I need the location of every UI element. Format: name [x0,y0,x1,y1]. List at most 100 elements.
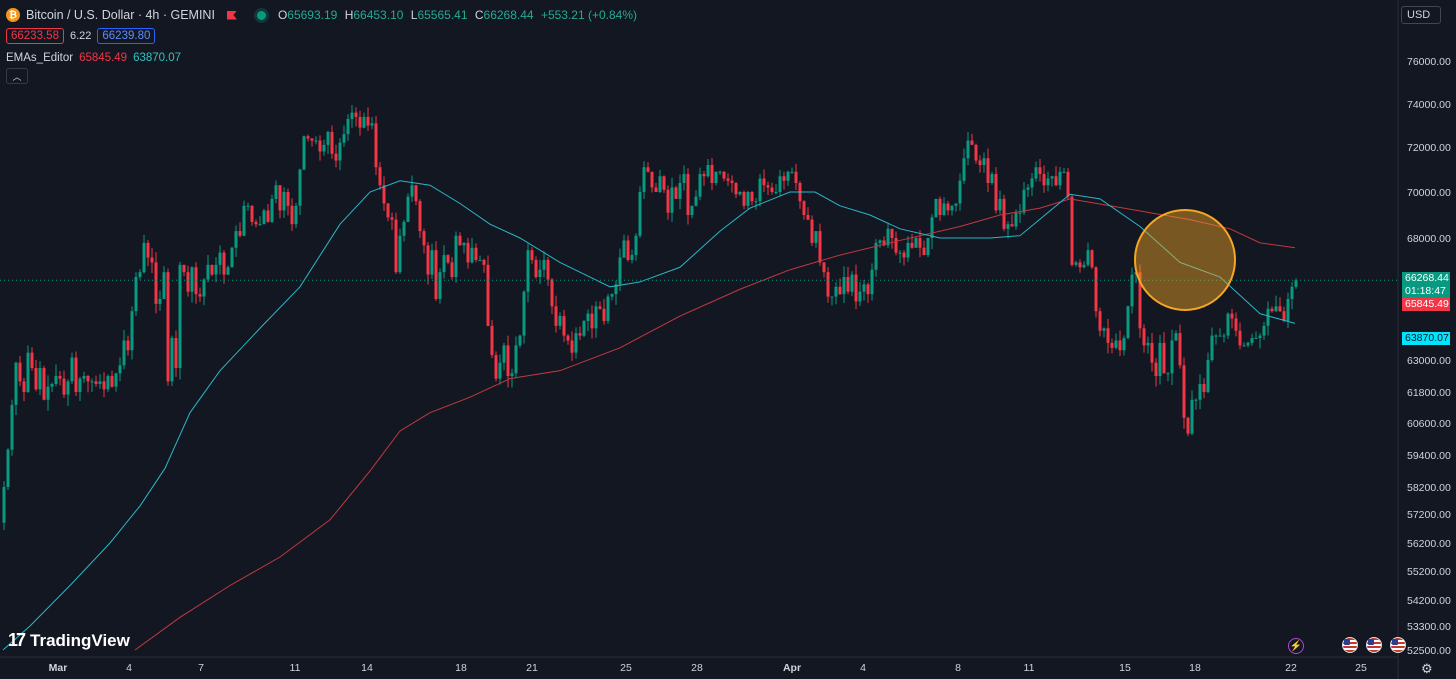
candle-body [530,250,534,260]
candle-body [626,240,630,260]
candle-body [250,205,254,222]
candle-body [374,123,378,168]
candle-body [422,231,426,246]
candle-body [762,178,766,186]
y-tick-label: 56200.00 [1407,538,1451,550]
candle-body [166,272,170,382]
candle-body [742,192,746,206]
ema-fast-line [2,180,1296,651]
candle-body [198,294,202,297]
highlight-circle-annotation [1134,208,1236,311]
candle-body [1238,330,1242,346]
lightning-icon[interactable]: ⚡ [1288,638,1304,654]
candle-body [462,242,466,246]
price-axis: 76000.00 74000.00 72000.00 70000.00 68000.00… [1397,0,1451,679]
candle-body [342,134,346,143]
candle-body [378,167,382,186]
candle-body [842,277,846,295]
candle-body [946,203,950,211]
candle-body [554,306,558,326]
candle-body [698,174,702,197]
tradingview-logo[interactable]: 17 TradingView [8,630,130,650]
candle-body [270,198,274,222]
candle-body [590,313,594,329]
candle-body [618,257,622,285]
candle-body [158,299,162,304]
candle-body [246,205,250,207]
candle-body [722,171,726,179]
candle-body [386,203,390,218]
candle-body [1054,176,1058,186]
candle-body [758,178,762,202]
candle-body [430,250,434,275]
candle-body [398,235,402,273]
indicator-legend[interactable]: EMAs_Editor 65845.49 63870.07 [6,52,641,64]
candle-body [650,171,654,188]
candle-body [890,228,894,238]
candle-body [222,252,226,275]
x-tick-label: 18 [1189,662,1201,674]
candle-body [366,116,370,126]
chevron-up-icon[interactable]: ︿ [6,68,28,84]
candle-body [1274,306,1278,312]
candle-body [1046,178,1050,186]
us-flag-icon[interactable] [1390,637,1406,653]
candle-body [1110,342,1114,348]
candle-body [634,235,638,256]
candle-body [410,185,414,197]
candle-body [134,277,138,312]
candle-body [1078,262,1082,268]
candle-body [974,144,978,161]
candle-body [406,196,410,222]
candle-body [114,373,118,387]
candle-body [1098,311,1102,331]
flag-icon[interactable] [226,10,237,20]
candle-body [770,187,774,192]
us-flag-icon[interactable] [1366,637,1382,653]
candle-body [622,240,626,258]
x-tick-label: 22 [1285,662,1297,674]
candle-body [886,228,890,246]
candle-body [258,224,262,226]
us-flag-icon[interactable] [1342,637,1358,653]
spread-value: 6.22 [69,30,92,42]
time-axis: Mar 4 7 11 14 18 21 25 28 Apr 4 8 11 15 18 22 25 [0,656,1398,674]
candle-body [574,333,578,353]
candle-body [746,192,750,206]
candle-body [254,221,258,225]
candle-body [1090,250,1094,268]
candle-body [454,235,458,278]
candle-body [662,176,666,190]
candle-body [478,259,482,261]
candle-body [874,242,878,270]
candle-body [646,167,650,172]
buy-price-button[interactable]: 66239.80 [97,28,156,44]
candle-body [34,368,38,390]
sell-price-button[interactable]: 66233.58 [6,28,64,44]
candle-body [978,160,982,165]
candle-body [498,362,502,379]
candle-body [1142,328,1146,346]
candle-body [782,176,786,181]
candle-body [1234,318,1238,331]
candle-body [486,264,490,326]
candle-body [170,338,174,382]
candle-body [998,198,1002,211]
candle-body [534,259,538,278]
symbol-title[interactable]: Bitcoin / U.S. Dollar · 4h · GEMINI [26,8,215,22]
market-status-icon[interactable] [256,10,266,20]
candle-body [1182,365,1186,418]
candle-body [1258,335,1262,339]
currency-select[interactable]: USD [1401,6,1441,24]
candle-body [690,205,694,215]
candle-body [90,381,94,383]
y-tick-label: 58200.00 [1407,482,1451,494]
candle-body [1018,212,1022,214]
candle-body [1218,335,1222,337]
candle-body [706,165,710,177]
candle-body [318,140,322,152]
candle-body [1230,313,1234,319]
candle-body [414,185,418,202]
gear-icon[interactable]: ⚙ [1421,661,1433,676]
